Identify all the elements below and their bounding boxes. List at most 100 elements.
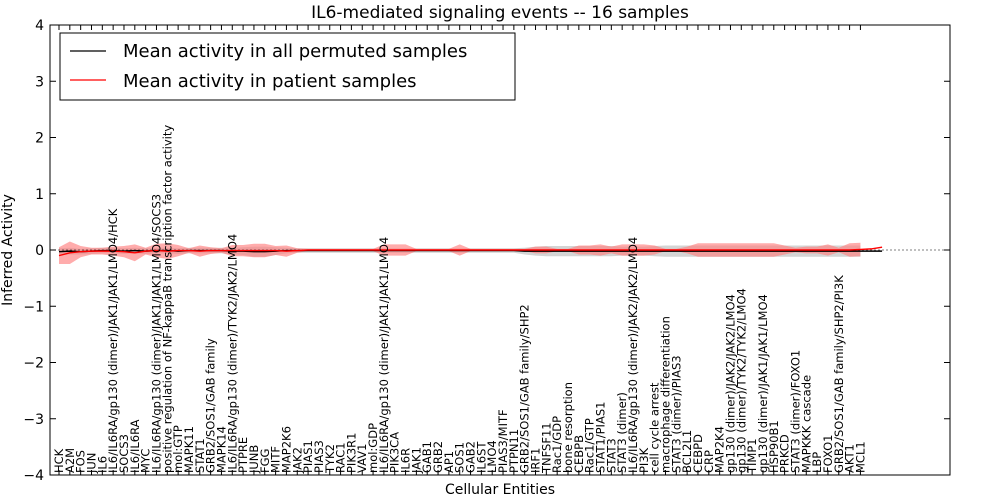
x-category-label: GAB2 [464,441,478,473]
y-tick-label: 4 [35,18,44,34]
x-category-label: MAP2K6 [279,426,293,473]
x-category-label: bone resorption [561,382,575,473]
x-category-label: mol:GTP [171,425,185,473]
x-category-label: CEBPB [572,435,586,473]
legend-box [59,32,516,101]
x-category-label: gp130 (dimer)/JAK2/JAK2/LMO4 [723,294,737,473]
y-tick-label: 2 [35,131,44,147]
x-category-label: MITF [269,446,283,473]
x-category-label: MYC [139,449,153,473]
x-category-label: IL6/IL6RA [128,419,142,473]
x-category-label: IL6 [95,456,109,473]
x-category-label: IL6R [399,448,413,473]
legend-label-patient: Mean activity in patient samples [123,71,417,92]
x-category-label: IL6/IL6RA/gp130 (dimer)/TYK2/JAK2/LMO4 [225,234,239,473]
x-category-label: CEBPD [691,434,705,473]
confidence-bands [50,241,950,265]
x-category-label: FGG [258,449,272,473]
x-category-label: PTPN11 [507,429,521,473]
x-category-label: STAT1 [193,438,207,473]
x-category-label: BCL2L1 [680,430,694,473]
y-tick-label: 3 [35,74,44,90]
chart-title: IL6-mediated signaling events -- 16 samp… [311,3,689,23]
x-category-label: FOS [74,450,88,473]
x-category-label: RAC1 [334,442,348,473]
x-category-label: HCK [52,448,66,473]
x-category-label: JUNB [247,445,261,474]
band-patient [59,241,861,265]
x-category-label: PTPRE [236,437,250,473]
x-category-label: AKT1 [843,444,857,473]
x-category-label: STAT1/PIAS1 [594,402,608,473]
x-category-label: PIAS3 [312,440,326,473]
y-axis-ticks: −4 −3 −2 −1 0 1 2 3 4 [23,18,950,484]
x-category-label: SOCS3 [117,434,131,473]
x-category-label: MAPKKK cascade [799,375,813,473]
x-category-label: TYK2 [323,444,337,474]
x-axis-title: Cellular Entities [445,482,555,498]
y-tick-label: −1 [23,299,44,315]
x-category-label: STAT3 (dimer) [615,392,629,473]
x-category-label: GRB2/SOS1/GAB family [204,338,218,473]
x-category-label: mol:GDP [366,423,380,473]
x-category-label: gp130 (dimer)/JAK1/JAK1/LMO4 [756,294,770,473]
y-tick-label: −2 [23,356,44,372]
x-category-label: AP1 [442,451,456,473]
x-category-label: PI3K [637,447,651,473]
x-category-label: PRKCD [778,434,792,473]
y-axis-title: Inferred Activity [0,194,16,306]
x-category-label: STAT3 (dimer)/FOXO1 [788,350,802,473]
x-category-label: MAP2K4 [713,426,727,473]
x-category-label: GRB2 [431,441,445,473]
legend-label-permuted: Mean activity in all permuted samples [123,41,467,62]
x-category-label: PIAS1 [301,440,315,473]
y-tick-label: −3 [23,412,44,428]
x-category-label: PIK3R1 [344,433,358,474]
y-tick-label: 1 [35,187,44,203]
x-category-label: GRB2/SOS1/GAB family/SHP2 [518,304,532,473]
x-category-label: GAB1 [420,441,434,473]
x-category-label: positive regulation of NF-kappaB transcr… [160,125,174,473]
x-category-label: STAT3 [604,438,618,473]
x-category-label: PIK3CA [388,432,402,473]
x-category-label: IL6ST [474,441,488,473]
x-category-label: A2M [63,448,77,473]
y-tick-label: 0 [35,243,44,259]
x-category-label: JUN [84,453,98,474]
x-category-label: PIAS3/MITF [496,409,510,473]
x-category-label: JAK1 [409,447,423,474]
x-category-label: Rac1/GTP [583,418,597,473]
x-category-label: CRP [702,450,716,473]
x-category-label: IL6/IL6RA/gp130 (dimer)/JAK2/JAK2/LMO4 [626,237,640,473]
x-category-label: VAV1 [355,444,369,473]
x-category-label: IL6/IL6RA/gp130 (dimer)/JAK1/JAK1/LMO4/S… [149,194,163,473]
x-category-label: LMO4 [485,440,499,473]
x-category-label: IL6/IL6RA/gp130 (dimer)/JAK1/JAK1/LMO4/H… [106,208,120,473]
x-category-label: TIMP1 [745,438,759,474]
series-line-patient [58,246,883,257]
y-tick-label: −4 [23,468,44,484]
x-category-label: macrophage differentiation [658,316,672,473]
x-category-label: gp130 (dimer)/TYK2/TYK2/LMO4 [734,288,748,473]
series-lines [58,246,883,257]
x-category-label: LBP [810,452,824,473]
x-category-label: GRB2/SOS1/GAB family/SHP2/PI3K [832,275,846,473]
legend: Mean activity in all permuted samples Me… [59,32,516,101]
x-category-label: IL6/IL6RA/gp130 (dimer)/JAK1/JAK1/LMO4 [377,237,391,473]
x-category-label: MAPK14 [214,426,228,473]
x-category-label: JAK2 [290,447,304,474]
x-category-label: STAT3 (dimer)/PIAS3 [669,355,683,473]
x-category-label: IRF1 [529,448,543,473]
plot-frame [49,24,951,476]
x-category-label: TNFSF11 [539,422,553,474]
x-category-label: FOXO1 [821,435,835,473]
x-axis-ticks [58,25,861,475]
x-category-label: cell cycle arrest [648,382,662,473]
x-category-label: HSP90B1 [767,420,781,473]
x-category-label: MCL1 [853,441,867,473]
x-category-label: MAPK11 [182,426,196,473]
x-category-label: SOS1 [453,442,467,473]
x-category-label: Rac1/GDP [550,416,564,473]
